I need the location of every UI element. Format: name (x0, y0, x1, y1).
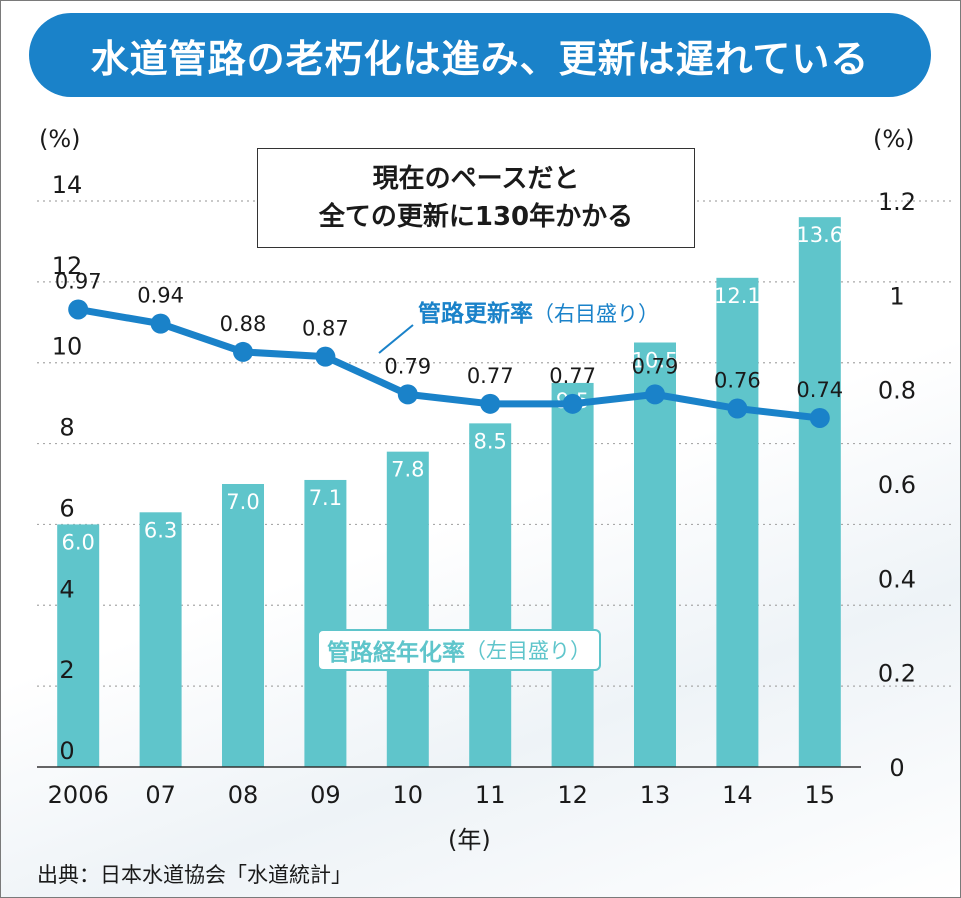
left-axis-tick: 4 (59, 575, 74, 603)
chart-title: 水道管路の老朽化は進み、更新は遅れている (29, 13, 931, 97)
right-axis-tick: 0.2 (878, 660, 916, 688)
bar (634, 342, 676, 767)
bar-value-label: 10.5 (632, 349, 679, 373)
x-axis-tick: 14 (722, 781, 753, 809)
right-axis-tick: 0.4 (878, 565, 916, 593)
right-axis-tick: 1 (889, 282, 904, 310)
bar-value-label: 6.0 (61, 530, 94, 554)
line-point (233, 341, 253, 362)
bar (798, 217, 841, 767)
bar-value-label: 7.0 (226, 490, 259, 514)
bar-series-name: 管路経年化率 (327, 640, 465, 666)
bar (222, 484, 264, 767)
right-axis-tick: 1.2 (878, 188, 916, 216)
line-series: 0.97 0.94 0.88 0.87 0.79 0.77 0.77 0.79 0.76 0.74 (55, 269, 843, 428)
bar (386, 451, 429, 767)
line-series-leader (378, 324, 414, 354)
callout-line-2: 全ての更新に130年かかる (318, 202, 634, 232)
bar (57, 524, 100, 767)
bar (139, 512, 182, 767)
right-axis-tick: 0.6 (878, 471, 916, 499)
x-axis-tick: 11 (475, 781, 506, 809)
left-axis-unit: (%) (39, 125, 81, 153)
x-axis-tick: 2006 (48, 781, 109, 809)
bar-value-label: 12.1 (714, 284, 761, 308)
bar-value-label: 8.5 (473, 429, 506, 453)
axes: 0 2 4 6 8 10 12 14 0 0.2 0.4 0.6 0.8 1 1.2 2006 07 08 09 10… (37, 171, 916, 809)
line-series-label: 管路更新率（右目盛り） (414, 294, 663, 328)
x-axis-tick: 15 (805, 781, 836, 809)
left-axis-tick: 6 (59, 494, 74, 522)
bar-series: 6.06.37.07.17.88.59.510.512.113.6 (57, 217, 843, 767)
line-value-label: 0.79 (384, 354, 431, 378)
bar-series-axis-note: （左目盛り） (465, 639, 591, 663)
line-point (809, 407, 830, 428)
left-axis-tick: 14 (52, 171, 83, 199)
line-value-label: 0.79 (632, 354, 679, 378)
line-series-name: 管路更新率 (418, 301, 533, 327)
line-value-label: 0.76 (714, 369, 761, 393)
left-axis-tick: 2 (59, 656, 74, 684)
right-axis-unit: (%) (873, 125, 915, 153)
left-axis-tick: 10 (52, 333, 83, 361)
right-axis-tick: 0.8 (878, 377, 916, 405)
bar (551, 382, 594, 767)
bar-value-label: 13.6 (796, 223, 843, 247)
line-point (68, 299, 89, 320)
x-axis-tick: 12 (557, 781, 588, 809)
line-point (150, 313, 171, 334)
line-series-axis-note: （右目盛り） (533, 302, 659, 326)
left-axis-tick: 12 (52, 252, 83, 280)
callout-box: 現在のペースだと 全ての更新に130年かかる (257, 148, 695, 248)
bar-series-label: 管路経年化率 （左目盛り） (317, 629, 601, 671)
x-axis-tick: 13 (640, 781, 671, 809)
bar (469, 423, 512, 767)
right-axis-tick: 0 (889, 754, 904, 782)
x-axis-tick: 10 (393, 781, 424, 809)
source-note: 出典：日本水道協会「水道統計」 (37, 863, 352, 887)
line-value-label: 0.74 (796, 378, 843, 402)
bar (304, 479, 347, 767)
left-axis-tick: 0 (59, 737, 74, 765)
line-value-label: 0.87 (302, 317, 349, 341)
line-value-label: 0.97 (55, 269, 102, 293)
x-axis-tick: 07 (145, 781, 176, 809)
series-line (74, 305, 824, 422)
x-axis-unit: (年) (448, 826, 491, 854)
x-axis-tick: 09 (310, 781, 341, 809)
x-axis-tick: 08 (228, 781, 259, 809)
line-point (562, 393, 583, 414)
line-point (397, 384, 418, 405)
line-point (727, 398, 748, 419)
line-point (315, 346, 336, 367)
bar-value-label: 7.1 (309, 486, 342, 510)
bar-value-label: 6.3 (144, 518, 177, 542)
line-point (645, 384, 665, 405)
line-point (480, 393, 501, 414)
left-axis-tick: 8 (59, 414, 74, 442)
line-value-label: 0.88 (220, 312, 267, 336)
bar (716, 277, 759, 767)
line-value-label: 0.77 (549, 364, 596, 388)
callout-line-1: 現在のペースだと (372, 164, 580, 194)
bar-value-label: 7.8 (391, 458, 424, 482)
line-value-label: 0.94 (137, 284, 184, 308)
line-value-label: 0.77 (467, 364, 514, 388)
